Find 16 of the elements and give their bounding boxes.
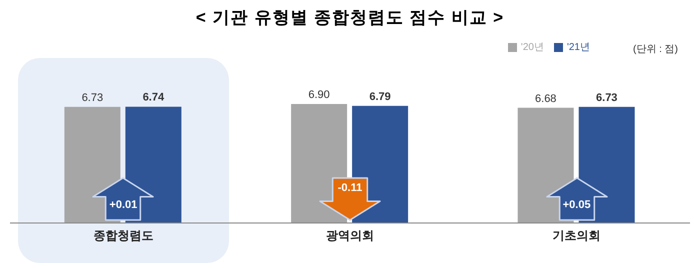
- annotation: +0.01: [108, 199, 138, 211]
- data-label: 6.79: [369, 90, 391, 103]
- data-label: 6.74: [142, 92, 165, 104]
- data-label: 6.68: [535, 92, 556, 105]
- annotation: -0.11: [336, 182, 364, 194]
- data-label: 6.90: [308, 88, 330, 101]
- data-label: 6.73: [82, 92, 104, 104]
- x-tick-label: 종합청렴도: [93, 228, 154, 243]
- legend-label: '20년: [520, 42, 544, 53]
- annotation: +0.05: [562, 199, 592, 211]
- x-tick-label: 광역의회: [326, 228, 374, 243]
- chart-title: < 기관 유형별 종합청렴도 점수 비교 >: [194, 7, 506, 29]
- x-tick-label: 기초의회: [552, 228, 601, 243]
- legend-label: '21년: [566, 42, 590, 53]
- text: (단위 : 점): [633, 43, 678, 56]
- data-label: 6.73: [596, 92, 618, 104]
